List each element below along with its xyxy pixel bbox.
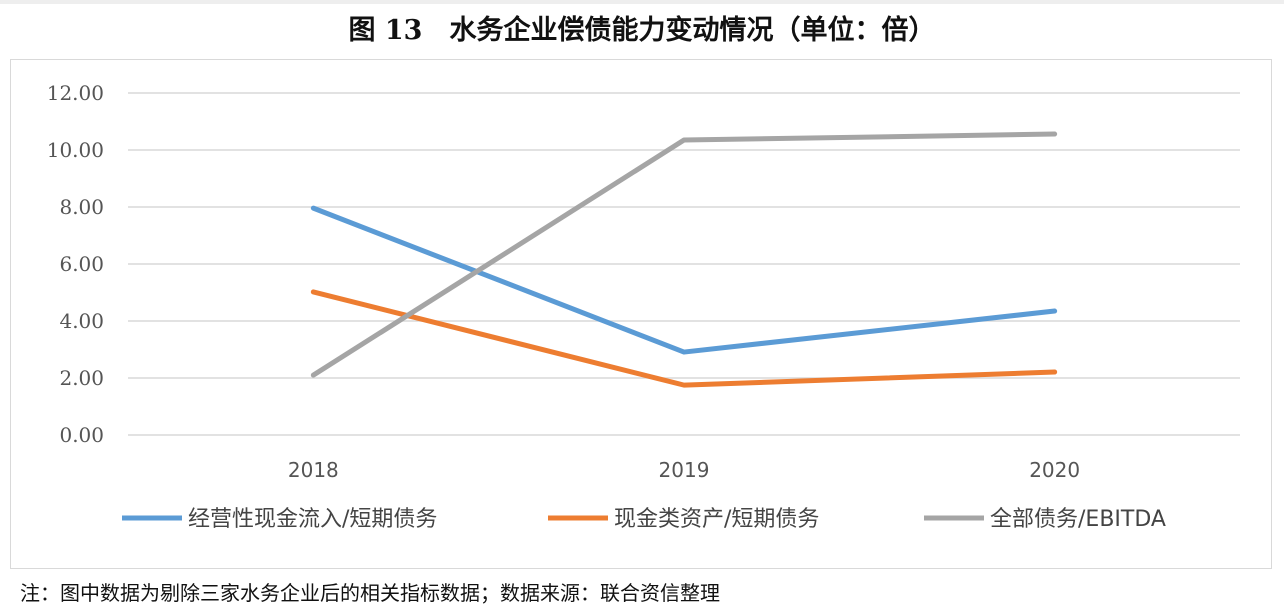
y-tick-label: 0.00 xyxy=(59,423,104,447)
series-line-3 xyxy=(310,131,1058,378)
x-tick-label: 2019 xyxy=(659,458,710,482)
series-line-1 xyxy=(310,205,1058,355)
footnote: 注：图中数据为剔除三家水务企业后的相关指标数据；数据来源：联合资信整理 xyxy=(20,581,720,605)
y-tick-label: 10.00 xyxy=(47,138,104,162)
x-tick-label: 2020 xyxy=(1029,458,1080,482)
y-tick-label: 4.00 xyxy=(59,309,104,333)
chart-title: 图 13 水务企业偿债能力变动情况（单位：倍） xyxy=(348,15,936,46)
y-tick-label: 8.00 xyxy=(59,195,104,219)
legend-label: 全部债务/EBITDA xyxy=(990,507,1166,532)
chart-frame xyxy=(10,59,1272,569)
y-tick-label: 2.00 xyxy=(59,366,104,390)
x-tick-label: 2018 xyxy=(288,458,339,482)
top-strip xyxy=(0,0,1284,4)
legend-label: 经营性现金流入/短期债务 xyxy=(188,507,437,532)
legend-label: 现金类资产/短期债务 xyxy=(614,507,819,532)
y-tick-label: 6.00 xyxy=(59,252,104,276)
y-tick-label: 12.00 xyxy=(47,81,104,105)
